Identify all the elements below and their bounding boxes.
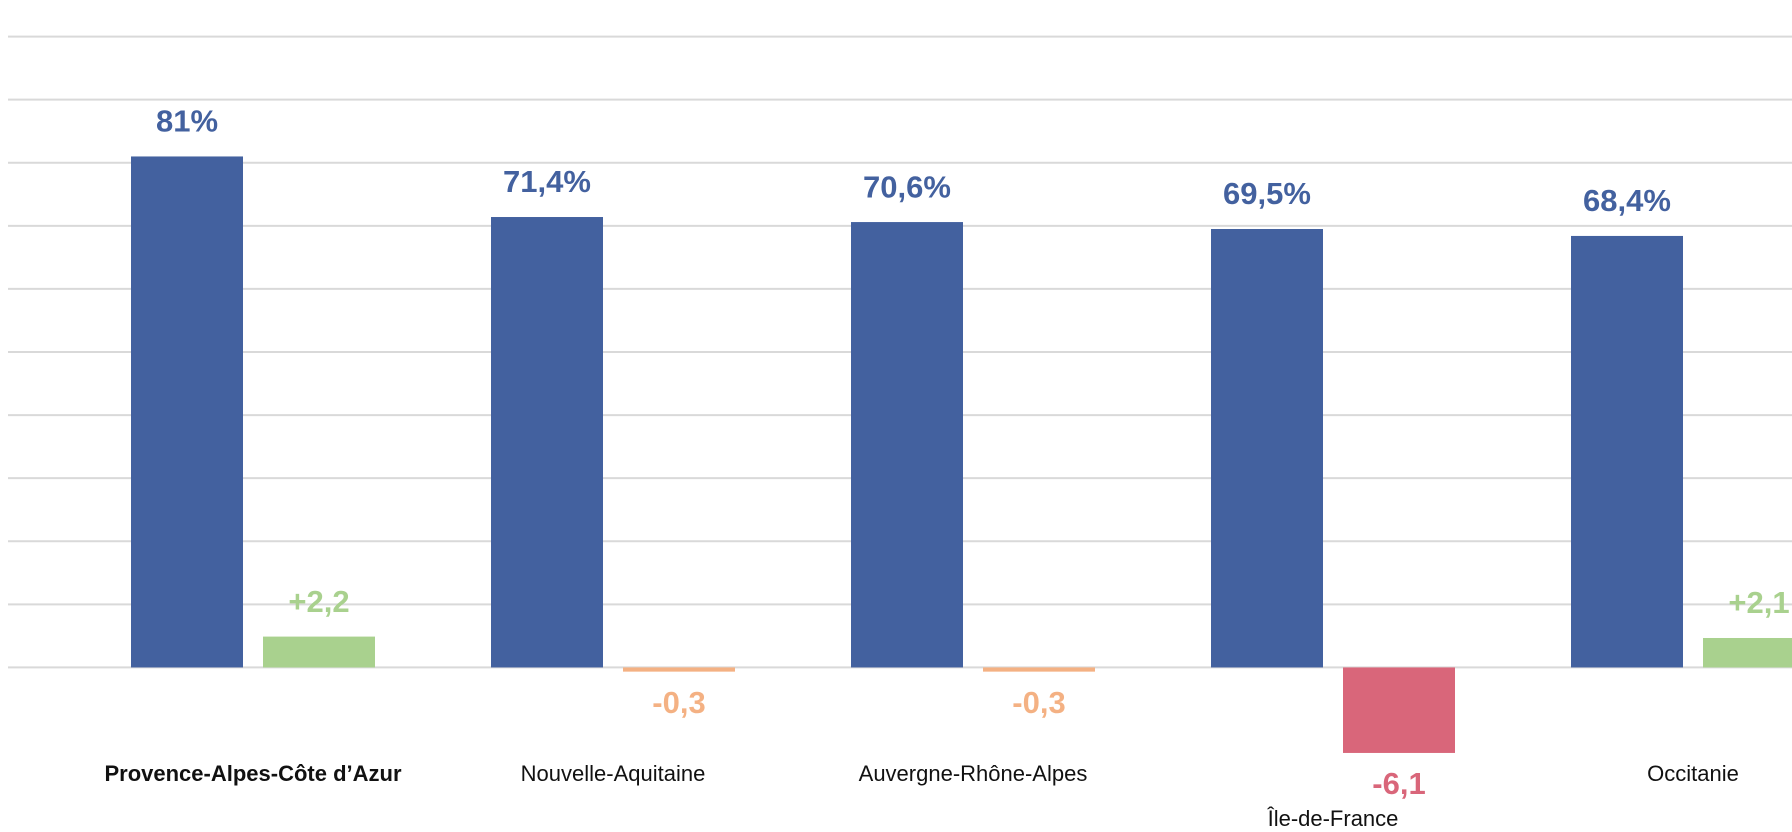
x-tick-label: Nouvelle-Aquitaine (521, 761, 706, 786)
x-tick-label: Provence-Alpes-Côte d’Azur (104, 761, 401, 786)
value-label: 69,5% (1223, 176, 1311, 211)
value-label: 81% (156, 104, 218, 139)
bar (491, 217, 603, 668)
bar (131, 156, 243, 668)
bar (851, 222, 963, 668)
value-label: -0,3 (1012, 685, 1065, 720)
value-label: -0,3 (652, 685, 705, 720)
value-label: 68,4% (1583, 183, 1671, 218)
value-label: 70,6% (863, 169, 951, 204)
value-label: +2,2 (288, 584, 349, 619)
value-label: -6,1 (1372, 766, 1425, 801)
value-label: 71,4% (503, 164, 591, 199)
x-tick-label: Île-de-France (1267, 806, 1399, 831)
bar (983, 667, 1095, 672)
value-label: +2,1 (1728, 585, 1789, 620)
x-tick-label: Auvergne-Rhône-Alpes (859, 761, 1088, 786)
bar (1703, 637, 1792, 668)
bar (623, 667, 735, 672)
x-tick-label: Occitanie (1647, 761, 1739, 786)
bar (263, 636, 375, 668)
bar (1571, 235, 1683, 668)
bar (1343, 667, 1455, 753)
bar (1211, 229, 1323, 668)
